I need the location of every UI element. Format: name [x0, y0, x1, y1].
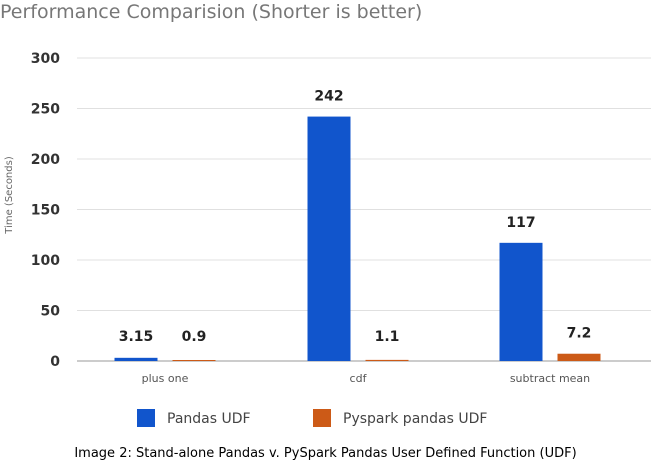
y-tick-label: 100	[31, 253, 60, 269]
x-tick-label: cdf	[350, 372, 368, 385]
bar-pyspark-pandas-udf-subtract-mean	[557, 353, 601, 361]
bar-pandas-udf-plus-one	[114, 357, 158, 361]
data-label: 242	[314, 89, 343, 105]
bar-pandas-udf-cdf	[307, 116, 351, 361]
legend-swatch	[137, 409, 155, 427]
y-tick-label: 300	[31, 51, 60, 67]
legend-label: Pyspark pandas UDF	[343, 411, 487, 427]
figure-caption: Image 2: Stand-alone Pandas v. PySpark P…	[74, 446, 577, 461]
y-tick-label: 200	[31, 152, 60, 168]
data-label: 7.2	[567, 326, 592, 342]
chart-title: Performance Comparision (Shorter is bett…	[0, 1, 422, 23]
bar-pyspark-pandas-udf-plus-one	[172, 360, 216, 361]
y-tick-label: 150	[31, 203, 60, 219]
bar-pandas-udf-subtract-mean	[499, 242, 543, 361]
y-tick-label: 0	[50, 354, 60, 370]
data-label: 3.15	[119, 329, 154, 345]
data-label: 117	[506, 215, 535, 231]
x-tick-label: plus one	[142, 372, 189, 385]
x-tick-label: subtract mean	[510, 372, 590, 385]
legend-swatch	[313, 409, 331, 427]
data-label: 1.1	[375, 329, 400, 345]
y-tick-label: 50	[41, 304, 61, 320]
y-tick-label: 250	[31, 102, 60, 118]
data-label: 0.9	[182, 329, 207, 345]
y-axis-label: Time (Seconds)	[4, 156, 15, 235]
bar-pyspark-pandas-udf-cdf	[365, 359, 409, 361]
bar-chart: Performance Comparision (Shorter is bett…	[0, 1, 651, 427]
legend-label: Pandas UDF	[167, 411, 251, 427]
